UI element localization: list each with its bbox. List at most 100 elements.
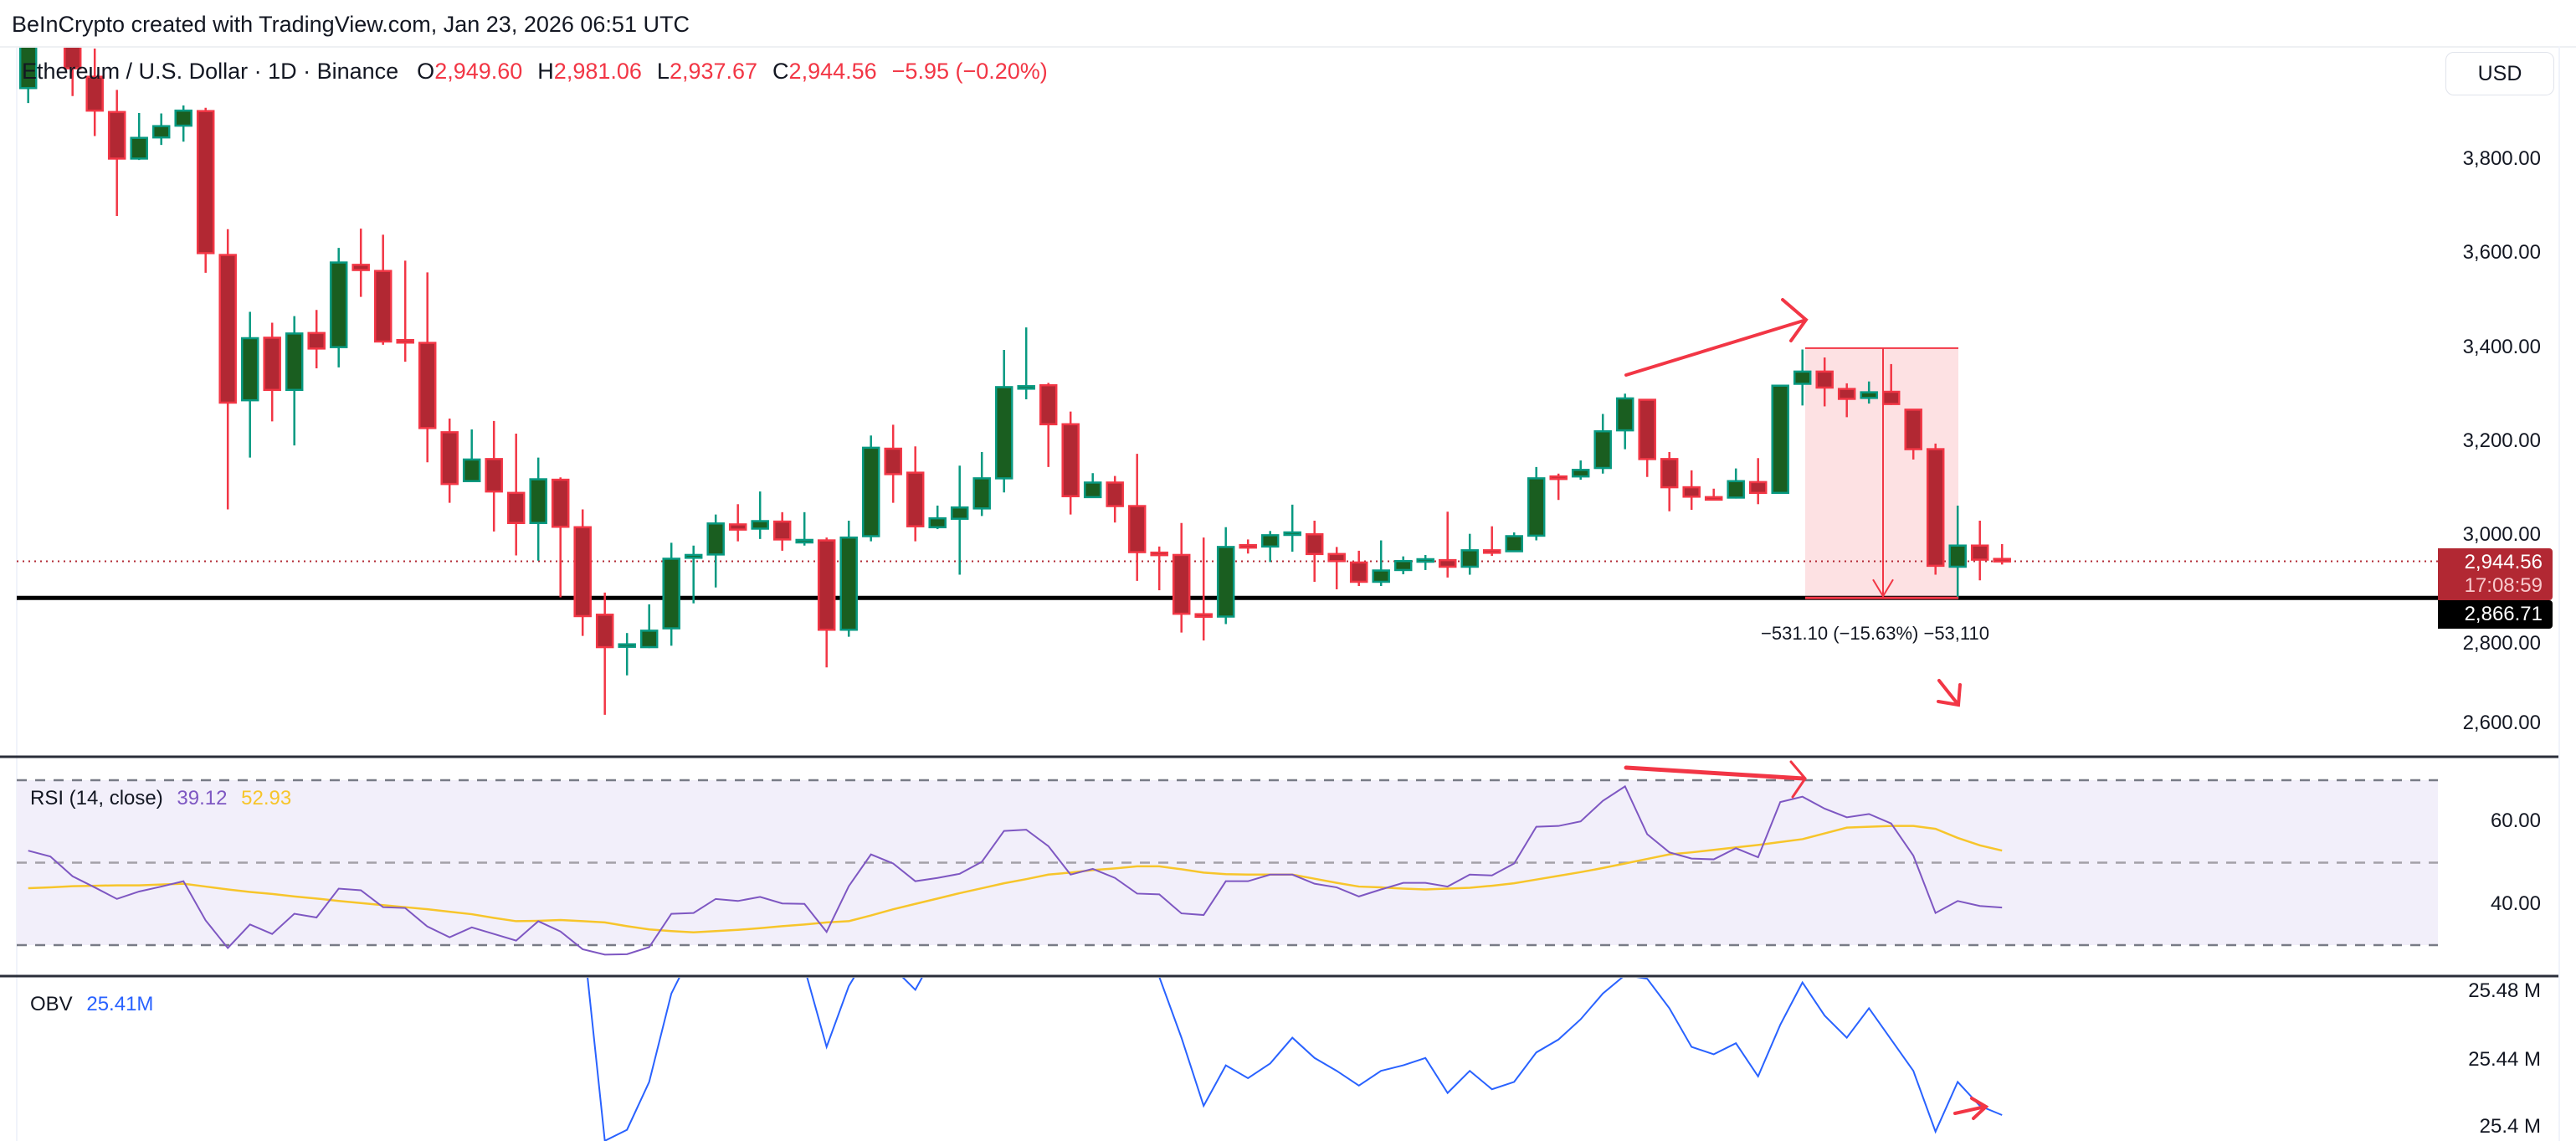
price-tick-label: 3,000.00 bbox=[2462, 523, 2541, 547]
rsi-pane[interactable] bbox=[17, 779, 2438, 956]
bar-countdown: 17:08:59 bbox=[2464, 574, 2543, 597]
price-trend-arrowhead bbox=[1781, 298, 1809, 342]
candle bbox=[485, 458, 503, 493]
close-value: 2,944.56 bbox=[788, 59, 877, 84]
candle bbox=[43, 18, 59, 27]
candle bbox=[151, 125, 171, 139]
candle bbox=[1926, 448, 1945, 568]
candle bbox=[1260, 534, 1280, 548]
candle bbox=[994, 386, 1013, 480]
candle bbox=[1904, 409, 1922, 450]
symbol-title[interactable]: Ethereum / U.S. Dollar · 1D · Binance bbox=[22, 59, 399, 84]
candle bbox=[1460, 549, 1479, 568]
rsi-tick-label: 40.00 bbox=[2490, 892, 2541, 915]
high-value: 2,981.06 bbox=[553, 59, 642, 84]
obv-tick-label: 25.48 M bbox=[2468, 979, 2541, 1002]
candle bbox=[684, 553, 703, 559]
price-tick-label: 3,200.00 bbox=[2462, 429, 2541, 453]
rsi-legend[interactable]: RSI (14, close) 39.12 52.93 bbox=[30, 787, 291, 810]
candle bbox=[639, 630, 659, 649]
measure-arrow-head bbox=[1872, 578, 1894, 599]
candle bbox=[63, 48, 82, 69]
candle bbox=[1372, 569, 1390, 583]
candle bbox=[1948, 544, 1967, 568]
candle bbox=[1748, 481, 1768, 495]
candle bbox=[1482, 549, 1501, 554]
candle bbox=[618, 643, 636, 648]
candle bbox=[506, 491, 526, 525]
candle bbox=[1349, 561, 1368, 583]
candle bbox=[1061, 423, 1080, 497]
candle bbox=[329, 261, 348, 348]
candle bbox=[1993, 558, 2011, 563]
candle bbox=[352, 264, 370, 271]
low-value: 2,937.67 bbox=[669, 59, 758, 84]
price-tick-label: 3,800.00 bbox=[2462, 147, 2541, 170]
obv-value: 25.41M bbox=[86, 993, 154, 1015]
obv-line bbox=[587, 978, 2003, 1141]
obv-title: OBV bbox=[30, 993, 73, 1015]
candle bbox=[551, 478, 570, 528]
open-label: O bbox=[417, 59, 435, 84]
price-tick-label: 2,800.00 bbox=[2462, 632, 2541, 655]
candle bbox=[884, 447, 902, 475]
price-tick-label: 2,600.00 bbox=[2462, 712, 2541, 735]
candle bbox=[130, 136, 148, 160]
obv-legend[interactable]: OBV 25.41M bbox=[30, 993, 153, 1016]
candle bbox=[772, 520, 792, 541]
candle bbox=[1837, 388, 1856, 400]
candle bbox=[1283, 531, 1301, 537]
obv-pane[interactable] bbox=[28, 728, 2003, 1141]
candle bbox=[906, 471, 925, 527]
candle bbox=[1327, 553, 1346, 563]
candle bbox=[85, 75, 104, 112]
candle bbox=[928, 517, 947, 529]
candle bbox=[1704, 496, 1723, 501]
candle bbox=[662, 558, 680, 630]
candle bbox=[839, 536, 858, 631]
price-tick-label: 3,600.00 bbox=[2462, 241, 2541, 265]
candle bbox=[1593, 429, 1612, 470]
candle bbox=[1505, 535, 1523, 553]
candle bbox=[1549, 475, 1568, 481]
candle bbox=[1970, 544, 1989, 561]
chart-credit: BeInCrypto created with TradingView.com,… bbox=[12, 12, 690, 37]
rsi-title: RSI (14, close) bbox=[30, 787, 163, 809]
obv-tick-label: 25.44 M bbox=[2468, 1048, 2541, 1071]
candle bbox=[795, 538, 813, 544]
price-pane[interactable] bbox=[17, 4, 2438, 715]
price-axis-border bbox=[2558, 46, 2560, 1141]
rsi-trend-arrowhead bbox=[1789, 760, 1807, 799]
high-label: H bbox=[537, 59, 554, 84]
candle bbox=[1216, 546, 1235, 618]
candle bbox=[1881, 390, 1901, 405]
candle bbox=[285, 332, 304, 392]
candle bbox=[218, 254, 237, 404]
open-value: 2,949.60 bbox=[434, 59, 523, 84]
candle bbox=[1815, 370, 1834, 389]
candle bbox=[1682, 486, 1701, 498]
candle bbox=[728, 523, 747, 531]
candle bbox=[529, 478, 547, 525]
candle bbox=[1527, 477, 1546, 537]
candle bbox=[1638, 398, 1656, 460]
candle bbox=[950, 506, 969, 520]
annotations bbox=[1624, 298, 1989, 1120]
candle bbox=[396, 339, 414, 344]
candle bbox=[1106, 481, 1124, 507]
candle bbox=[440, 431, 459, 486]
candle bbox=[861, 446, 880, 537]
down-arrow bbox=[1937, 679, 1960, 707]
down-arrowhead bbox=[1937, 683, 1962, 707]
candle bbox=[418, 342, 437, 429]
obv-tick-label: 25.4 M bbox=[2479, 1115, 2541, 1138]
candle bbox=[1571, 469, 1590, 478]
rsi-trend-arrow bbox=[1624, 765, 1806, 781]
current-price-tag: 2,944.56 17:08:59 bbox=[2438, 548, 2553, 600]
rsi-line bbox=[28, 784, 2003, 956]
currency-button[interactable]: USD bbox=[2445, 52, 2554, 95]
candle bbox=[1172, 553, 1191, 615]
rsi-ma-value: 52.93 bbox=[241, 787, 292, 809]
